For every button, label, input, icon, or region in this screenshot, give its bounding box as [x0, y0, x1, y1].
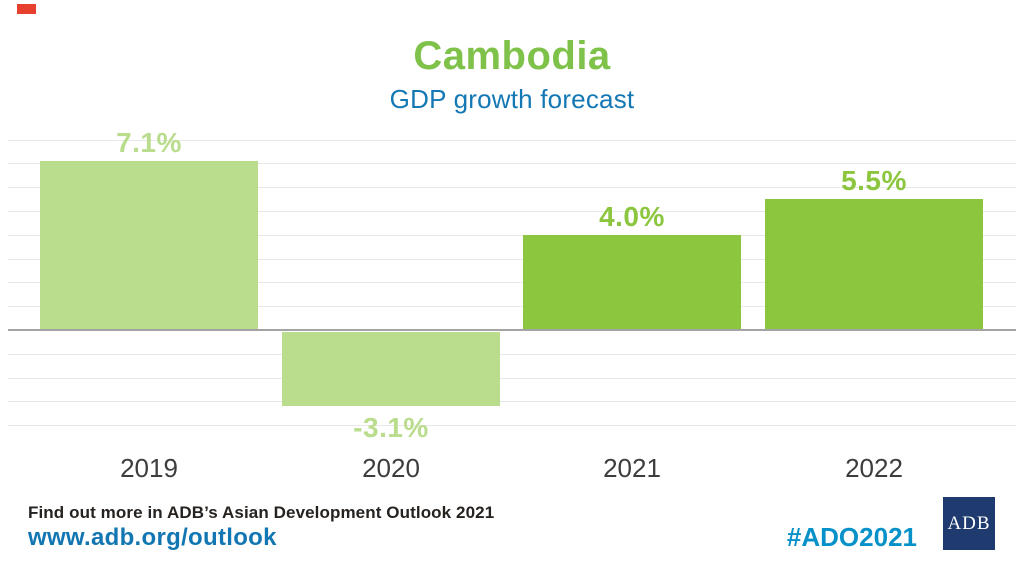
gridline — [8, 140, 1016, 141]
footer-note: Find out more in ADB’s Asian Development… — [28, 503, 495, 522]
x-axis-label: 2021 — [603, 453, 661, 483]
bar-value-label: -3.1% — [353, 412, 429, 443]
bar-value-label: 7.1% — [116, 127, 182, 158]
x-axis-label: 2022 — [845, 453, 903, 483]
bar-2019 — [40, 161, 258, 329]
footer-url-link: www.adb.org/outlook — [28, 524, 277, 551]
gridline — [8, 425, 1016, 426]
footer-hashtag: #ADO2021 — [786, 522, 917, 552]
gridline — [8, 259, 1016, 260]
gridline — [8, 282, 1016, 283]
gridline — [8, 163, 1016, 164]
gridline — [8, 401, 1016, 402]
bar-2021 — [523, 235, 741, 329]
bar-2020 — [282, 332, 500, 406]
gridline — [8, 187, 1016, 188]
x-axis-label: 2019 — [120, 453, 178, 483]
adb-logo-text: ADB — [947, 512, 991, 534]
adb-logo: ADB — [943, 497, 995, 550]
zero-axis-line — [8, 329, 1016, 331]
gridline — [8, 354, 1016, 355]
chart-subtitle: GDP growth forecast — [389, 84, 635, 114]
gridline — [8, 306, 1016, 307]
gridline — [8, 235, 1016, 236]
red-marker — [17, 4, 36, 14]
bar-value-label: 4.0% — [599, 201, 665, 232]
x-axis-label: 2020 — [362, 453, 420, 483]
gridline — [8, 378, 1016, 379]
gridline — [8, 211, 1016, 212]
bar-value-label: 5.5% — [841, 165, 907, 196]
chart-title: Cambodia — [413, 34, 611, 78]
bar-2022 — [765, 199, 983, 329]
